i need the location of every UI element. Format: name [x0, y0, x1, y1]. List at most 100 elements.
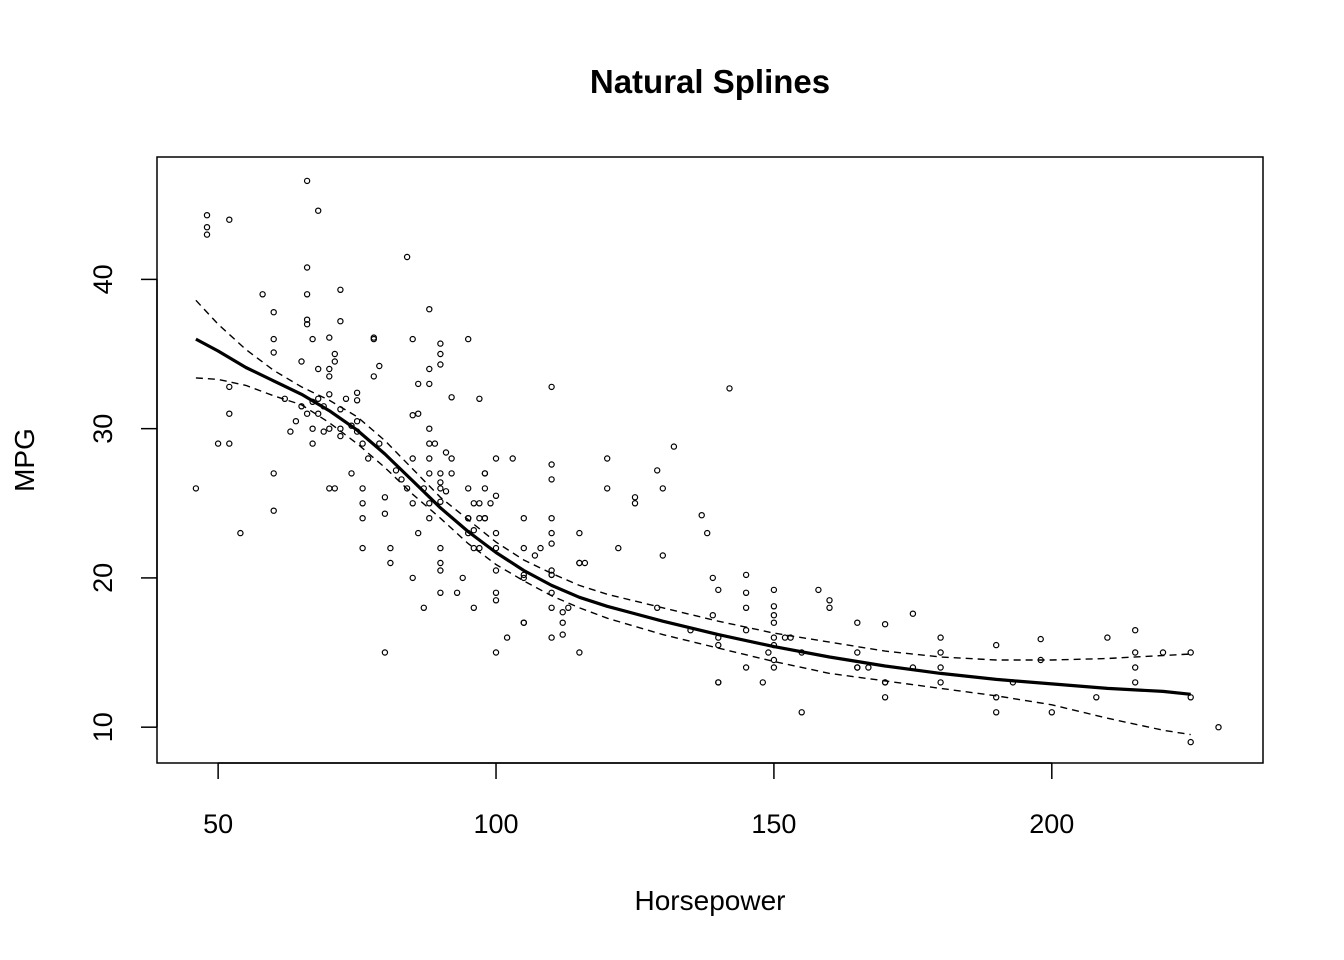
data-point — [387, 544, 394, 552]
data-point — [326, 373, 333, 380]
data-point — [481, 485, 489, 492]
data-point — [742, 571, 750, 579]
data-point — [742, 604, 750, 612]
data-point — [492, 649, 500, 656]
data-point — [576, 529, 583, 537]
data-point — [492, 455, 500, 462]
data-point — [548, 540, 555, 547]
data-point — [548, 634, 555, 641]
data-point — [548, 604, 555, 612]
data-point — [492, 567, 500, 574]
data-point — [431, 440, 439, 447]
data-point — [192, 485, 200, 492]
data-point — [937, 664, 944, 671]
data-point — [409, 500, 416, 507]
data-point — [559, 631, 566, 638]
data-point — [270, 507, 277, 514]
data-point — [559, 609, 566, 616]
x-tick-label: 100 — [473, 809, 518, 839]
data-point — [298, 358, 305, 365]
data-point — [781, 634, 789, 641]
data-point — [437, 479, 444, 486]
data-point — [270, 470, 277, 477]
data-point — [487, 500, 494, 507]
data-point — [704, 529, 711, 537]
data-point — [881, 679, 889, 686]
x-tick-label: 50 — [203, 809, 233, 839]
data-point — [476, 500, 483, 507]
upper-confidence-band — [195, 299, 1191, 661]
data-point — [993, 694, 1000, 701]
data-point — [470, 527, 477, 534]
data-point — [359, 515, 366, 522]
data-point — [342, 395, 350, 402]
data-point — [520, 544, 528, 552]
data-point — [426, 365, 433, 373]
data-point — [426, 380, 433, 388]
y-axis: 10 20 30 40 — [88, 264, 158, 742]
data-point — [481, 515, 489, 522]
data-point — [326, 391, 333, 398]
data-point — [604, 485, 611, 492]
data-point — [359, 544, 366, 552]
data-point — [709, 574, 717, 582]
data-point — [770, 664, 778, 671]
data-point — [670, 443, 678, 450]
data-point — [442, 488, 450, 495]
data-point — [214, 440, 222, 447]
data-point — [1104, 634, 1111, 641]
data-point — [437, 498, 444, 505]
y-tick-label: 30 — [88, 414, 118, 444]
data-point — [426, 425, 433, 432]
data-point — [715, 641, 722, 649]
data-point — [865, 664, 872, 671]
data-point — [359, 485, 366, 492]
data-point — [448, 470, 455, 477]
data-point — [565, 604, 572, 612]
data-point — [548, 461, 555, 468]
data-point — [303, 177, 311, 185]
data-point — [520, 515, 528, 522]
data-point — [815, 586, 822, 594]
data-point — [437, 544, 444, 552]
data-point — [787, 634, 794, 641]
data-point — [459, 574, 466, 582]
data-point — [470, 604, 477, 612]
x-axis: 50 100 150 200 — [203, 762, 1074, 839]
data-point — [715, 679, 722, 686]
data-point — [770, 603, 778, 610]
scatter-points — [192, 177, 1222, 746]
fitted-spline-line — [195, 337, 1191, 696]
data-point — [426, 455, 433, 462]
data-point — [548, 383, 555, 391]
data-point — [881, 621, 889, 628]
data-point — [581, 559, 589, 567]
data-point — [303, 321, 311, 328]
data-point — [403, 485, 411, 492]
y-tick-label: 20 — [88, 563, 118, 593]
data-point — [854, 619, 861, 626]
data-point — [426, 440, 433, 447]
data-point — [465, 485, 472, 492]
data-point — [437, 589, 444, 597]
data-point — [259, 291, 266, 298]
data-point — [337, 432, 344, 440]
data-point — [520, 574, 528, 582]
data-point — [437, 485, 444, 492]
data-point — [654, 604, 661, 612]
data-point — [292, 418, 300, 425]
data-point — [937, 649, 944, 656]
data-point — [315, 395, 322, 402]
data-point — [492, 597, 500, 604]
lower-confidence-band — [195, 377, 1191, 736]
data-point — [353, 418, 361, 425]
data-point — [854, 649, 861, 656]
data-point — [1215, 724, 1222, 731]
y-tick-label: 10 — [88, 712, 118, 742]
data-point — [509, 455, 516, 462]
data-point — [348, 470, 355, 477]
data-point — [309, 425, 316, 432]
x-tick-label: 150 — [751, 809, 796, 839]
data-point — [403, 253, 411, 261]
